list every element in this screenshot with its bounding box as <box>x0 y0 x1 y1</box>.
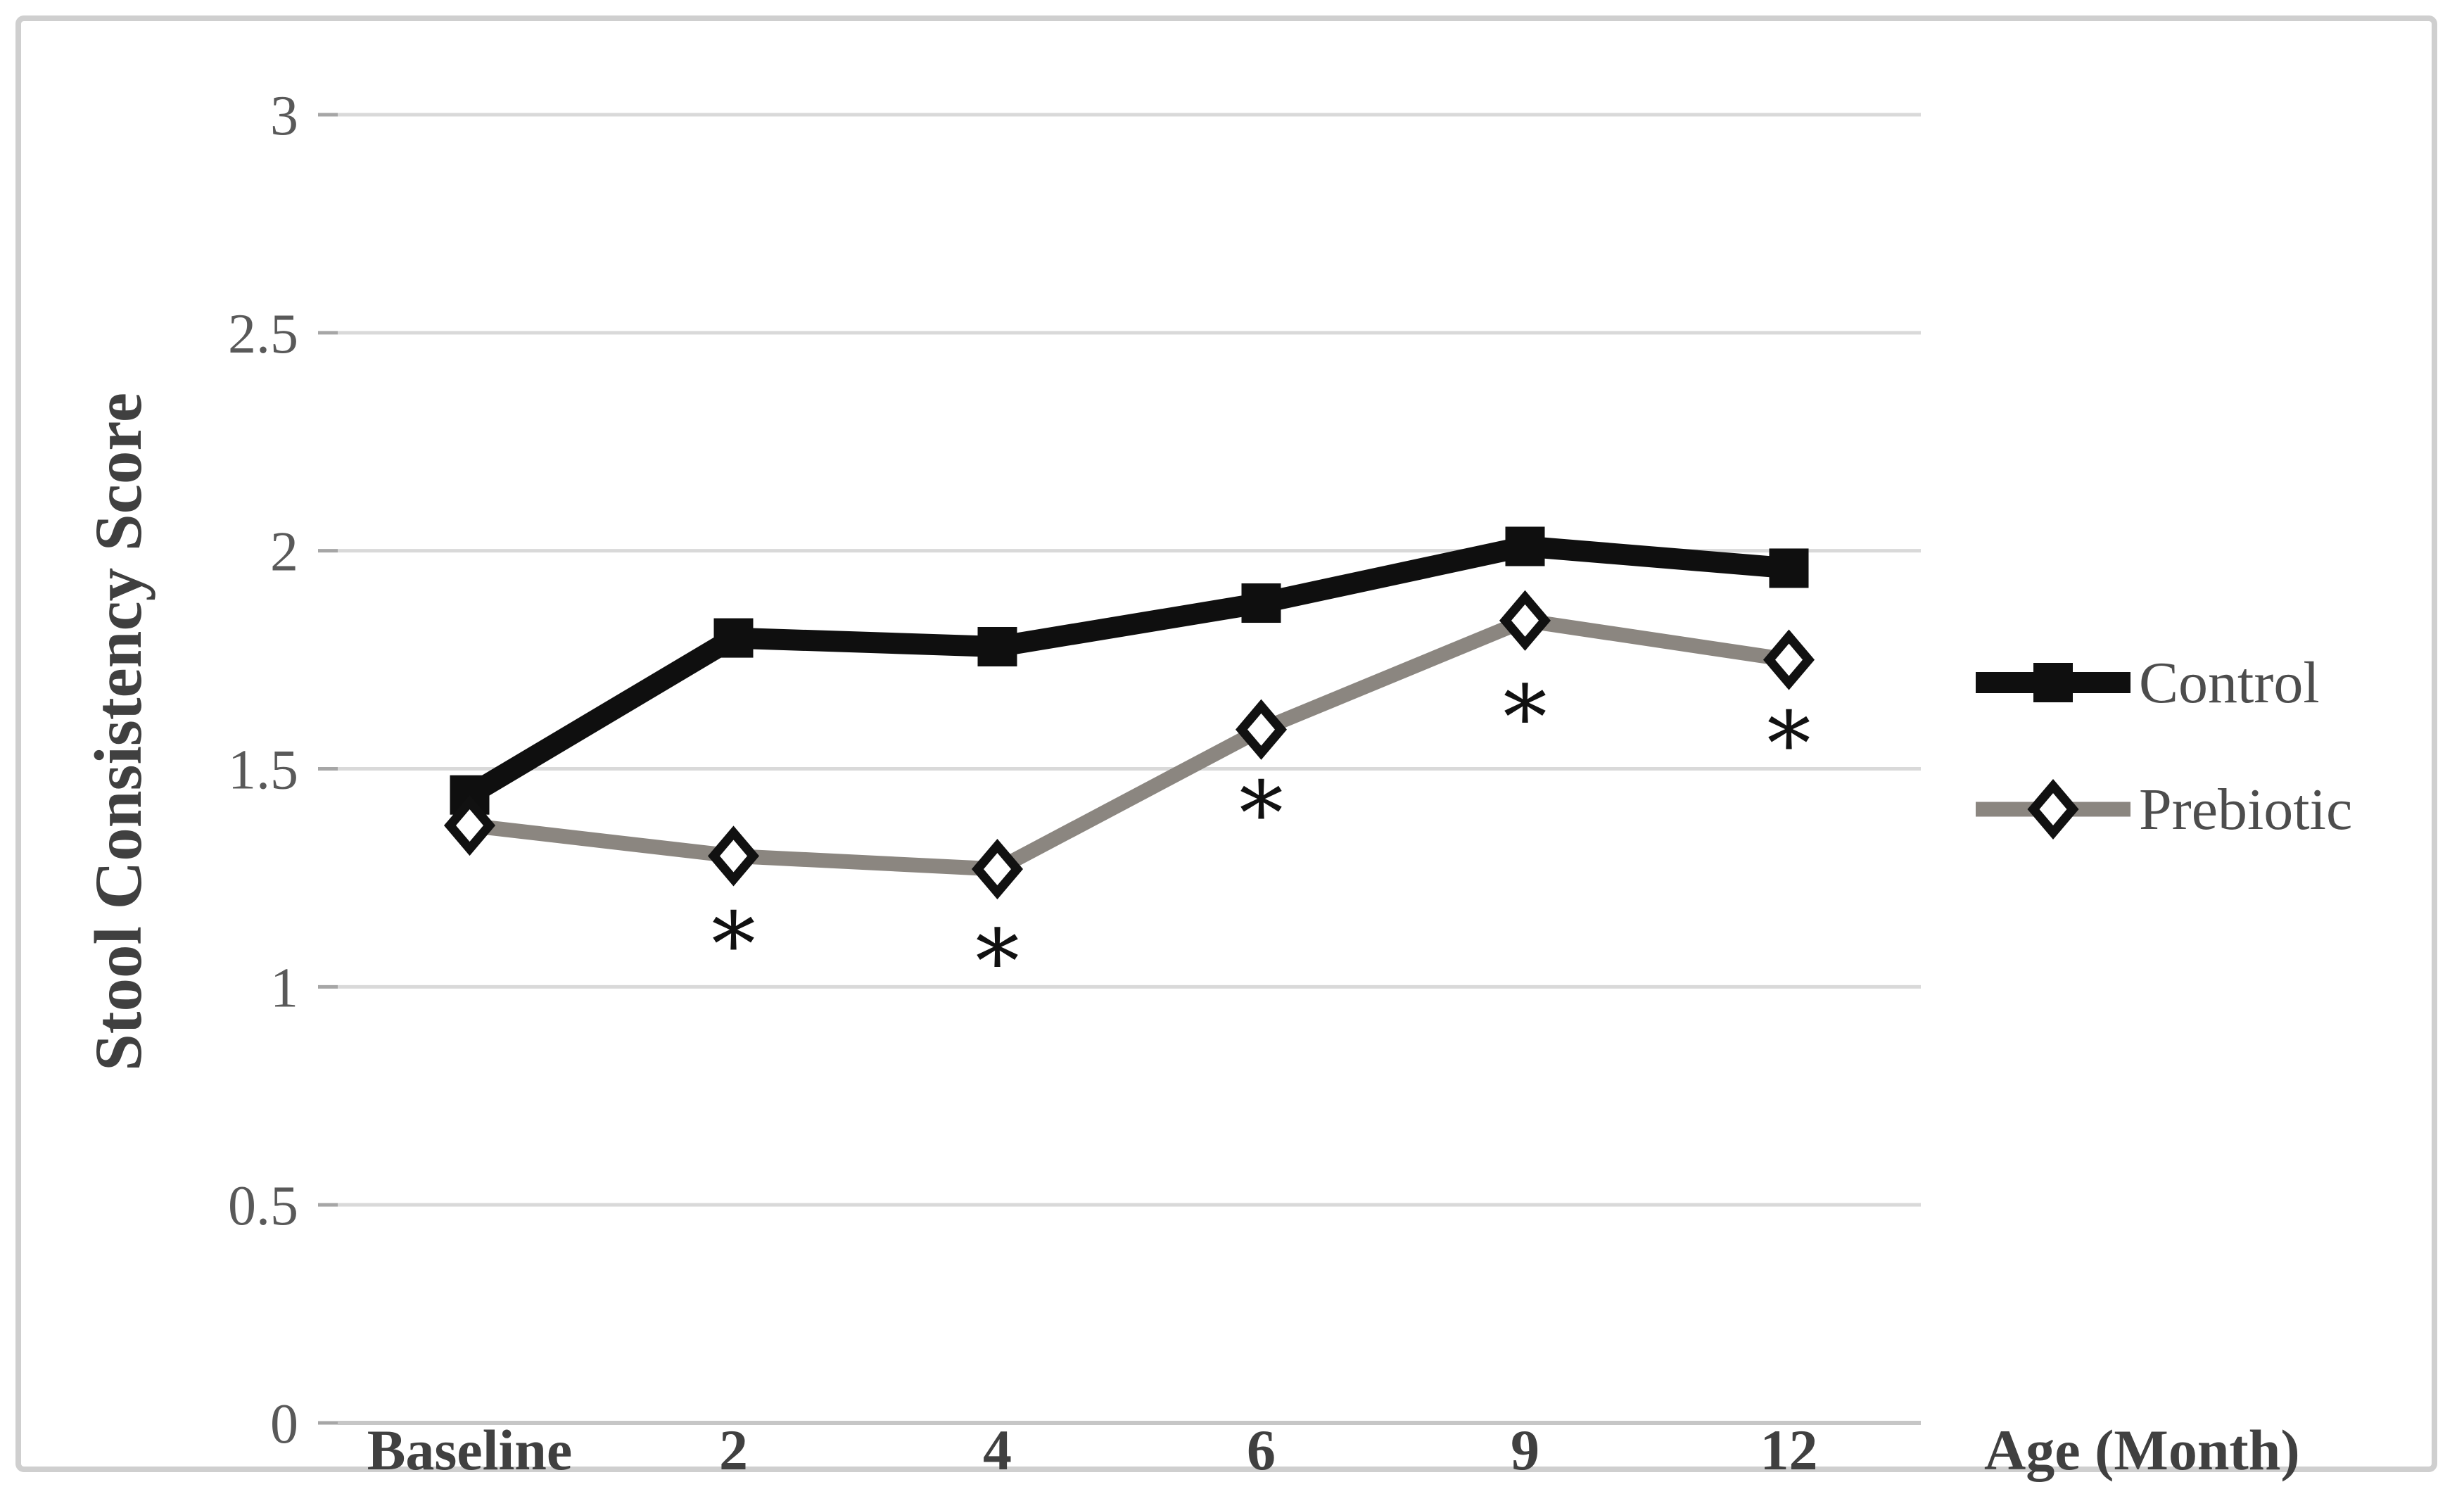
y-tick-label: 0 <box>270 1393 298 1455</box>
y-axis-tick-labels: 0 0.5 1 1.5 2 2.5 3 <box>228 85 298 1455</box>
asterisk-annotation: * <box>1767 693 1811 795</box>
marker-filled-square <box>977 626 1017 666</box>
series-line-prebiotic <box>469 613 1791 877</box>
y-tick-label: 2 <box>270 521 298 583</box>
marker-filled-square <box>1505 526 1545 566</box>
legend-open-diamond-icon <box>2027 778 2079 840</box>
marker-open-diamond <box>1499 590 1551 651</box>
asterisk-annotation: * <box>975 911 1020 1013</box>
y-tick-label: 1 <box>270 957 298 1019</box>
data-series <box>443 526 1815 900</box>
legend-item-prebiotic: Prebiotic <box>1976 777 2352 842</box>
marker-open-diamond <box>1235 699 1288 760</box>
marker-open-diamond <box>707 825 760 887</box>
marker-filled-square <box>1769 548 1809 588</box>
gridlines <box>338 113 1921 1425</box>
x-tick-label: 4 <box>983 1418 1012 1482</box>
y-axis-title: Stool Consistency Score <box>81 393 155 1071</box>
x-tick-label: 9 <box>1511 1418 1539 1482</box>
y-tick-label: 0.5 <box>228 1175 298 1237</box>
significance-asterisks: * * * * * <box>711 667 1811 1013</box>
y-tick-label: 1.5 <box>228 740 298 802</box>
legend-label-control: Control <box>2139 650 2320 716</box>
y-tick-label: 2.5 <box>228 303 298 365</box>
series-line-control <box>464 536 1790 804</box>
x-axis-tick-labels: Baseline 2 4 6 9 12 <box>367 1418 1818 1482</box>
legend-label-prebiotic: Prebiotic <box>2139 777 2352 842</box>
x-tick-label: 6 <box>1247 1418 1276 1482</box>
marker-filled-square <box>1241 583 1281 623</box>
marker-open-diamond <box>1763 629 1815 690</box>
marker-open-diamond <box>971 838 1024 900</box>
legend-filled-square-icon <box>2033 663 2073 702</box>
asterisk-annotation: * <box>711 894 756 996</box>
x-tick-label: 12 <box>1760 1418 1818 1482</box>
asterisk-annotation: * <box>1239 763 1283 865</box>
legend: Control Prebiotic <box>1976 650 2352 842</box>
legend-item-control: Control <box>1976 650 2320 716</box>
x-axis-title: Age (Month) <box>1984 1418 2300 1482</box>
y-tick-label: 3 <box>270 85 298 147</box>
figure-border <box>15 15 2437 1472</box>
marker-filled-square <box>713 618 754 658</box>
marker-open-diamond <box>443 795 496 856</box>
x-tick-label: Baseline <box>367 1418 573 1482</box>
y-axis-ticks <box>318 113 338 1425</box>
x-tick-label: 2 <box>719 1418 748 1482</box>
asterisk-annotation: * <box>1503 667 1547 769</box>
